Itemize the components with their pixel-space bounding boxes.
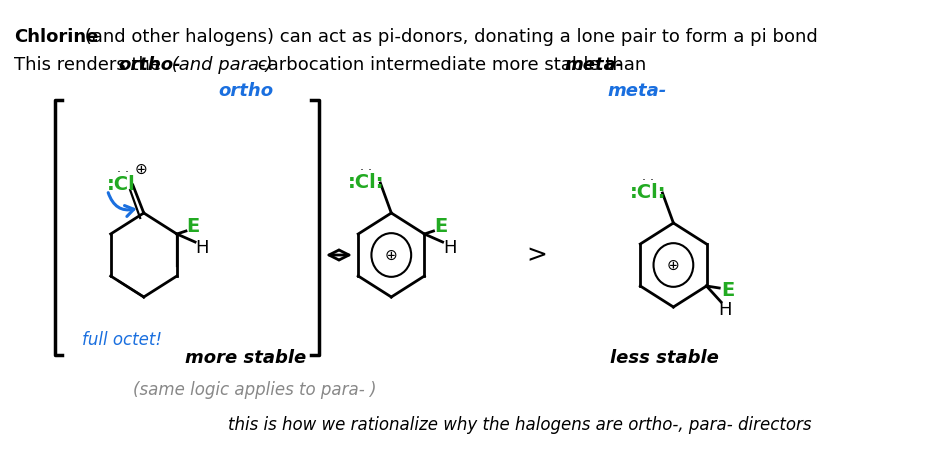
Text: :Cl: :Cl: [106, 175, 135, 195]
Text: H: H: [196, 239, 209, 257]
Text: carbocation intermediate more stable than: carbocation intermediate more stable tha…: [252, 56, 652, 74]
Text: Chlorine: Chlorine: [14, 28, 98, 46]
Text: :Cl:: :Cl:: [348, 174, 384, 192]
Text: full octet!: full octet!: [82, 331, 162, 349]
Text: this is how we rationalize why the halogens are ortho-, para- directors: this is how we rationalize why the halog…: [227, 416, 811, 434]
Text: (and other halogens) can act as pi-donors, donating a lone pair to form a pi bon: (and other halogens) can act as pi-donor…: [79, 28, 818, 46]
Text: meta-: meta-: [608, 82, 666, 100]
Text: H: H: [443, 239, 457, 257]
Text: ortho-: ortho-: [118, 56, 181, 74]
Text: ⊕: ⊕: [385, 247, 398, 262]
Text: more stable: more stable: [185, 349, 307, 367]
FancyArrowPatch shape: [108, 193, 134, 217]
Text: :Cl:: :Cl:: [630, 184, 666, 202]
Text: (and para-): (and para-): [166, 56, 272, 74]
Text: E: E: [434, 217, 447, 235]
Text: meta-: meta-: [564, 56, 624, 74]
Text: H: H: [718, 301, 732, 319]
Text: · ·: · ·: [360, 164, 372, 176]
Text: E: E: [721, 280, 735, 300]
Text: (same logic applies to para- ): (same logic applies to para- ): [133, 381, 377, 399]
Text: ⊕: ⊕: [667, 257, 679, 273]
Text: · ·: · ·: [642, 174, 654, 186]
Text: ⊕: ⊕: [135, 162, 147, 176]
Text: less stable: less stable: [610, 349, 719, 367]
Text: ortho: ortho: [218, 82, 273, 100]
Text: · ·: · ·: [116, 165, 129, 179]
Text: E: E: [186, 217, 199, 235]
FancyArrowPatch shape: [329, 250, 349, 260]
Text: >: >: [527, 243, 547, 267]
Text: This renders the: This renders the: [14, 56, 167, 74]
